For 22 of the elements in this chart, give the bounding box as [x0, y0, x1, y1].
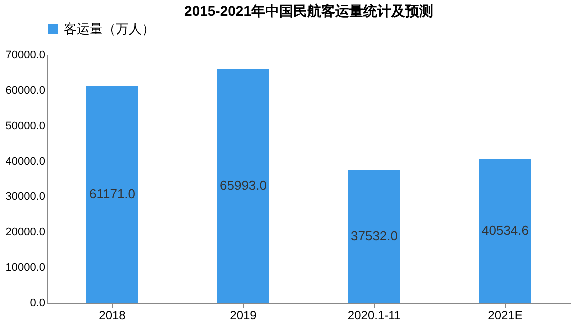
y-tick-label: 50000.0	[6, 120, 46, 132]
y-tick-label: 30000.0	[6, 191, 46, 204]
x-tick-label: 2018	[99, 308, 126, 322]
legend-label: 客运量（万人）	[64, 22, 155, 36]
x-tick-label: 2020.1-11	[348, 308, 402, 322]
data-label: 40534.6	[482, 223, 529, 238]
y-tick-label: 0.0	[30, 298, 46, 310]
y-tick-label: 60000.0	[6, 84, 46, 97]
x-tick-label: 2021E	[488, 308, 523, 322]
y-tick-label: 20000.0	[6, 226, 46, 239]
x-tick-label: 2019	[230, 308, 258, 322]
y-tick-label: 70000.0	[6, 50, 46, 62]
bar	[86, 86, 138, 303]
chart-title: 2015-2021年中国民航客运量统计及预测	[184, 3, 434, 19]
data-label: 37532.0	[351, 228, 398, 244]
bar	[480, 159, 532, 303]
bar	[348, 170, 400, 303]
data-label: 65993.0	[220, 178, 267, 194]
y-tick-label: 10000.0	[6, 262, 46, 274]
bar	[218, 69, 270, 303]
y-tick-label: 40000.0	[6, 156, 46, 168]
data-label: 61171.0	[89, 186, 136, 202]
